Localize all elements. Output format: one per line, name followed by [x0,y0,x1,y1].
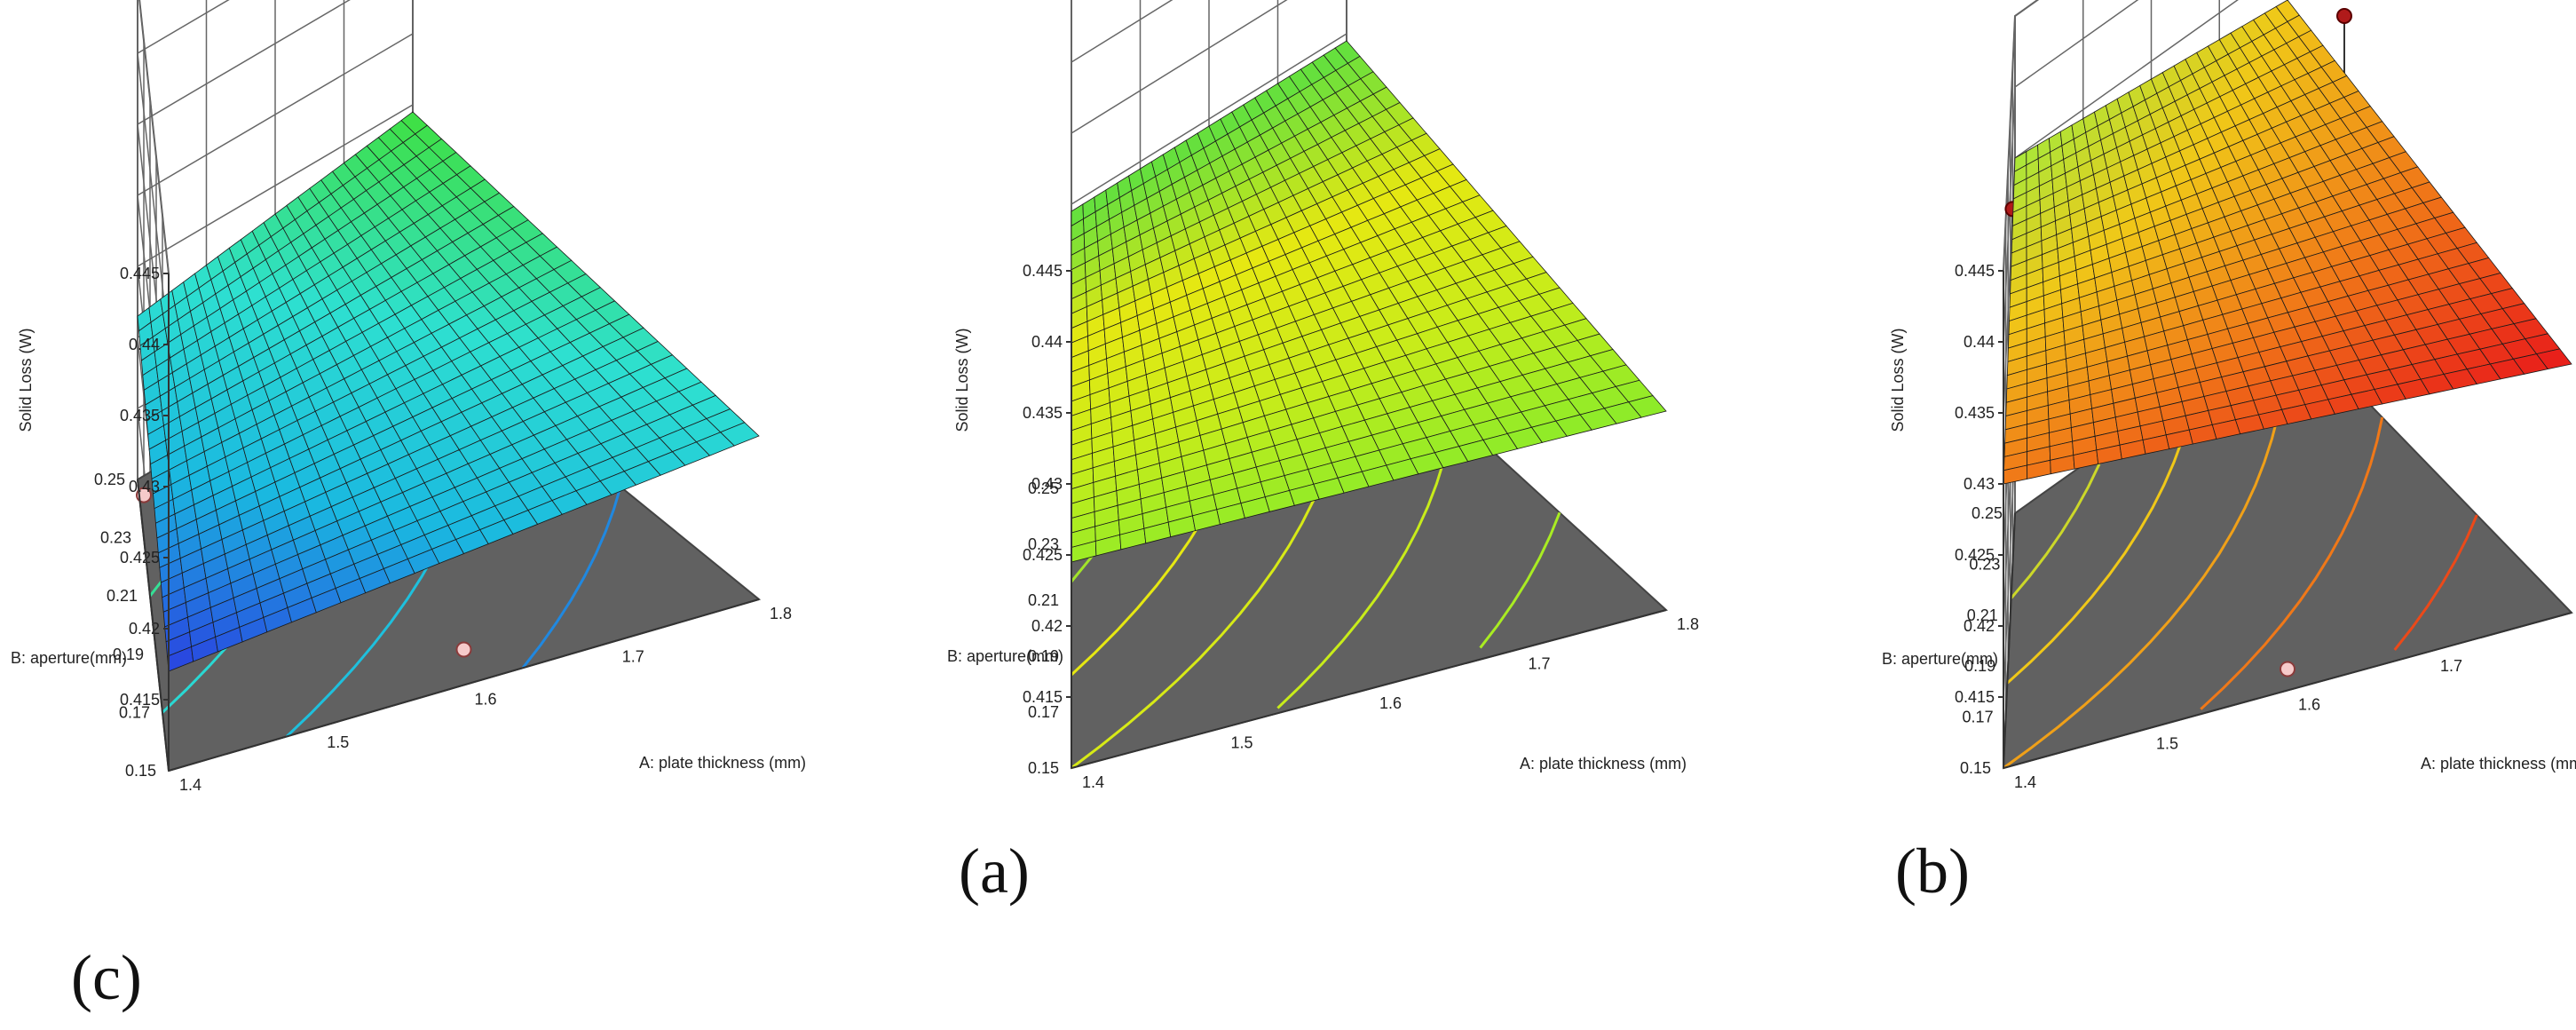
z-tick-label: 0.43 [1964,475,1995,493]
y-axis: 0.15 0.17 0.19 0.21 0.23 0.25 B: aperture(mm) [947,479,1072,777]
z-tick-label: 0.415 [1955,688,1995,706]
y-tick-label: 0.19 [1964,657,1995,675]
z-tick-label: 0.44 [1964,333,1995,351]
design-point [2336,8,2352,24]
z-tick-label: 0.435 [1955,404,1995,422]
floor-contour [2200,416,2384,710]
z-tick-label: 0.43 [1031,475,1063,493]
y-axis-title: B: aperture(mm) [1882,650,1998,668]
x-tick-label: 1.4 [2014,773,2036,791]
z-tick-label: 0.445 [1023,262,1063,280]
y-tick-label: 0.21 [1028,591,1059,609]
x-axis-title: A: plate thickness (mm) [639,754,806,772]
y-tick-label: 0.19 [1028,647,1059,665]
z-tick-label: 0.43 [129,478,160,495]
design-point [2280,661,2295,677]
x-tick-label: 1.7 [1529,655,1551,673]
y-tick-label: 0.23 [1028,535,1059,553]
x-tick-label: 1.5 [1231,734,1253,752]
x-axis: 1.4 1.5 1.6 1.7 1.8 A: plate thickness (mm) [1071,609,1699,791]
surface-cell [719,422,760,447]
z-tick-label: 0.425 [1955,546,1995,564]
y-tick-label: 0.23 [100,529,131,547]
x-axis-title: A: plate thickness (mm) [1520,755,1687,772]
y-axis-line [137,479,170,772]
y-tick-label: 0.25 [1972,504,2003,522]
surface-plot-2: 0.415 0.42 0.425 0.43 0.435 0.44 0.445 Solid Lo… [947,0,1699,791]
response-surface [1071,40,1667,563]
y-axis-line [2003,512,2016,769]
x-tick-label: 1.6 [1379,694,1402,712]
z-tick-label: 0.425 [120,549,160,566]
z-tick-label: 0.445 [1955,262,1995,280]
x-tick-label: 1.4 [179,776,201,794]
x-axis-line [168,598,760,772]
panel-label-c: (c) [71,942,142,1013]
x-tick-label: 1.8 [1677,615,1699,633]
z-tick-label: 0.415 [120,691,160,709]
z-tick-label: 0.435 [1023,404,1063,422]
y-tick-label: 0.17 [1028,703,1059,721]
z-tick-label: 0.42 [1964,617,1995,635]
floor-contour [521,486,622,670]
surface-plot-3: 0.415 0.42 0.425 0.43 0.435 0.44 0.445 Solid Lo… [1882,0,2576,791]
y-tick-label: 0.15 [1960,759,1991,777]
x-axis-line [2003,612,2572,769]
y-tick-label: 0.25 [94,471,125,488]
z-tick-label: 0.435 [120,407,160,424]
z-gridline [138,0,170,274]
x-tick-label: 1.6 [475,691,497,709]
y-tick-label: 0.23 [1969,555,2000,573]
response-surface [2003,0,2572,485]
y-tick-label: 0.15 [1028,759,1059,777]
y-axis-title: B: aperture(mm) [11,649,127,667]
x-tick-label: 1.7 [622,647,644,665]
y-axis-title: B: aperture(mm) [947,647,1063,665]
x-tick-label: 1.5 [327,733,349,751]
floor-contour [1479,511,1561,649]
z-axis-title: Solid Loss (W) [1889,328,1907,432]
surface-plot-1: 0.415 0.42 0.425 0.43 0.435 0.44 0.445 Solid Lo… [11,0,806,794]
x-tick-label: 1.5 [2156,734,2178,752]
z-tick-label: 0.445 [120,265,160,282]
panel-label-b: (b) [1895,836,1970,907]
z-tick-label: 0.42 [129,620,160,638]
floor-contour [2010,463,2101,599]
z-axis-title: Solid Loss (W) [17,328,35,432]
y-tick-label: 0.17 [1963,709,1994,726]
x-tick-label: 1.4 [1082,773,1104,791]
x-tick-label: 1.6 [2298,696,2320,714]
z-tick-label: 0.42 [1031,617,1063,635]
z-axis: 0.415 0.42 0.425 0.43 0.435 0.44 0.445 Solid Lo… [1889,262,2004,768]
y-tick-label: 0.21 [1967,606,1998,624]
x-axis: 1.4 1.5 1.6 1.7 1.8 A: plate thickness (mm) [168,598,806,794]
design-point [455,641,472,658]
y-tick-label: 0.21 [107,587,138,605]
y-tick-label: 0.25 [1028,479,1059,497]
z-tick-label: 0.425 [1023,546,1063,564]
surface-cell [1627,395,1667,418]
floor-contour [2393,514,2478,651]
x-tick-label: 1.7 [2440,657,2462,675]
x-tick-label: 1.8 [770,605,792,622]
x-axis-line [1071,609,1667,769]
panel-label-a: (a) [959,836,1030,907]
z-axis: 0.415 0.42 0.425 0.43 0.435 0.44 0.445 Solid Lo… [17,265,170,771]
response-surface [137,111,760,672]
y-axis: 0.15 0.17 0.19 0.21 0.23 0.25 B: aperture(mm) [11,471,170,780]
x-axis: 1.41.51.61.71.8A: plate thickness (mm) [2003,612,2576,791]
y-tick-label: 0.15 [125,762,156,780]
y-tick-label: 0.17 [119,703,150,721]
y-tick-label: 0.19 [113,646,144,663]
surface-cell [2535,348,2572,370]
z-axis-title: Solid Loss (W) [953,328,971,432]
z-tick-label: 0.415 [1023,688,1063,706]
x-axis-title: A: plate thickness (mm) [2421,755,2576,772]
z-tick-label: 0.44 [129,336,160,353]
y-axis: 0.15 0.17 0.19 0.21 0.23 0.25 B: aperture(mm) [1882,504,2016,777]
z-tick-label: 0.44 [1031,333,1063,351]
z-axis: 0.415 0.42 0.425 0.43 0.435 0.44 0.445 Solid Lo… [953,262,1072,768]
